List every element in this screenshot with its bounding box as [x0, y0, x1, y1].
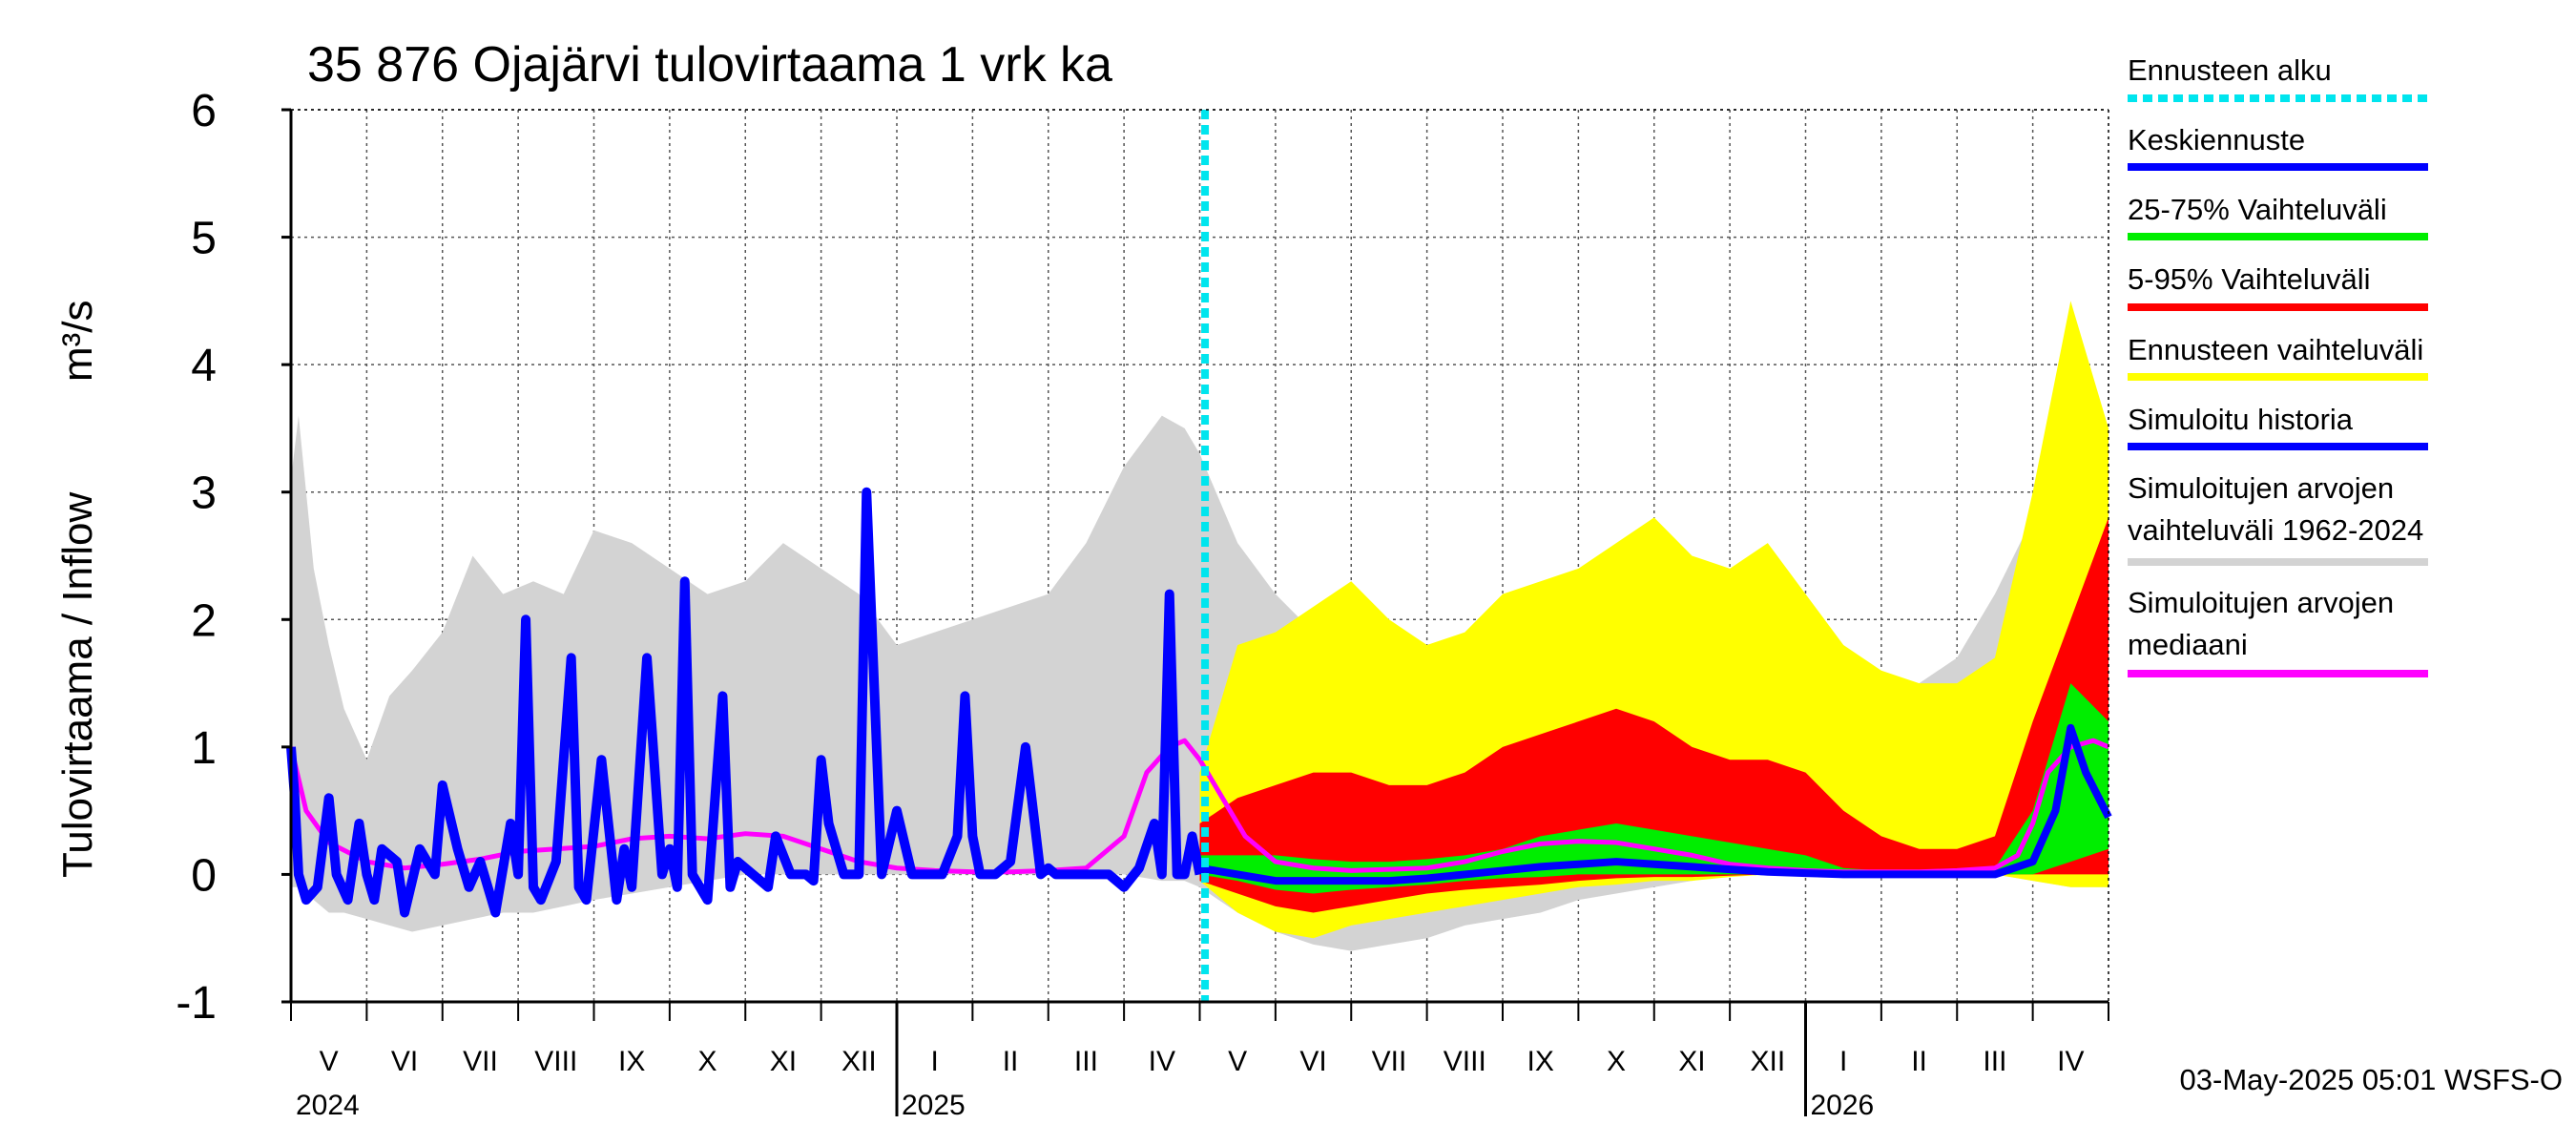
- month-label: XI: [1678, 1046, 1705, 1077]
- year-labels: 2024 2025 2026: [296, 1090, 1874, 1121]
- year-label: 2024: [296, 1090, 360, 1121]
- legend-label: Simuloitujen arvojen: [2128, 586, 2394, 619]
- year-label: 2026: [1811, 1090, 1875, 1121]
- legend-item-forecast-range: Ennusteen vaihteluväli: [2128, 333, 2428, 381]
- p5-95-band: [1199, 517, 2109, 913]
- footer-timestamp: 03-May-2025 05:01 WSFS-O: [2180, 1063, 2563, 1096]
- legend-item-p25-75: 25-75% Vaihteluväli: [2128, 193, 2428, 240]
- legend-item-simulated-history: Simuloitu historia: [2128, 403, 2428, 450]
- month-label: X: [1607, 1046, 1626, 1077]
- year-label: 2025: [902, 1090, 966, 1121]
- legend-label: Simuloitujen arvojen: [2128, 471, 2394, 505]
- y-tick-label: 2: [191, 595, 217, 646]
- y-tick-labels: 6 5 4 3 2 1 0 -1: [176, 86, 217, 1029]
- y-tick-label: 3: [191, 468, 217, 519]
- legend-label: 25-75% Vaihteluväli: [2128, 193, 2387, 226]
- y-tick-label: 0: [191, 850, 217, 901]
- month-label: II: [1911, 1046, 1927, 1077]
- month-label: VI: [391, 1046, 418, 1077]
- y-tick-label: 6: [191, 86, 217, 136]
- legend-label-line2: mediaani: [2128, 628, 2248, 661]
- legend: Ennusteen alku Keskiennuste 25-75% Vaihtel…: [2128, 53, 2428, 677]
- month-labels: V VI VII VIII IX X XI XII I II III IV V VI VII VIII IX X X…: [320, 1046, 2085, 1077]
- legend-item-historical-median: Simuloitujen arvojen mediaani: [2128, 586, 2428, 677]
- month-label: VIII: [1444, 1046, 1486, 1077]
- legend-label: 5-95% Vaihteluväli: [2128, 262, 2370, 296]
- month-label: III: [1983, 1046, 2006, 1077]
- y-tick-label: 5: [191, 214, 217, 264]
- axes: [281, 108, 2109, 1116]
- month-label: VI: [1299, 1046, 1326, 1077]
- legend-item-mean-forecast: Keskiennuste: [2128, 123, 2428, 171]
- y-axis-label: Tulovirtaama / Inflow: [54, 491, 101, 878]
- y-tick-label: 1: [191, 723, 217, 774]
- month-label: I: [931, 1046, 939, 1077]
- month-label: XI: [770, 1046, 797, 1077]
- month-label: IX: [618, 1046, 645, 1077]
- forecast-range-band: [1199, 301, 2109, 939]
- legend-label: Simuloitu historia: [2128, 403, 2354, 436]
- legend-item-p5-95: 5-95% Vaihteluväli: [2128, 262, 2428, 311]
- month-label: XII: [841, 1046, 877, 1077]
- month-label: III: [1074, 1046, 1098, 1077]
- y-axis-unit: m³/s: [54, 300, 101, 382]
- month-label: II: [1003, 1046, 1019, 1077]
- legend-label: Ennusteen vaihteluväli: [2128, 333, 2423, 366]
- month-label: IV: [2057, 1046, 2084, 1077]
- month-label: IX: [1527, 1046, 1554, 1077]
- y-tick-label: -1: [176, 978, 217, 1029]
- month-label: X: [698, 1046, 717, 1077]
- legend-label-line2: vaihteluväli 1962-2024: [2128, 513, 2423, 547]
- legend-item-forecast-start: Ennusteen alku: [2128, 53, 2428, 102]
- month-label: XII: [1750, 1046, 1785, 1077]
- month-label: VIII: [534, 1046, 577, 1077]
- month-label: VII: [1372, 1046, 1407, 1077]
- month-label: V: [320, 1046, 339, 1077]
- legend-label: Keskiennuste: [2128, 123, 2305, 156]
- mean-forecast-line: [1198, 723, 2112, 885]
- p25-75-band: [1199, 683, 2109, 894]
- chart-title: 35 876 Ojajärvi tulovirtaama 1 vrk ka: [307, 37, 1112, 93]
- legend-item-historical-range: Simuloitujen arvojen vaihteluväli 1962-20…: [2128, 471, 2428, 566]
- series-layer: [286, 110, 2112, 1002]
- y-tick-label: 4: [191, 341, 217, 391]
- month-label: V: [1228, 1046, 1247, 1077]
- simulated-history-line: [286, 487, 1205, 918]
- month-label: IV: [1149, 1046, 1175, 1077]
- legend-label: Ennusteen alku: [2128, 53, 2332, 87]
- month-label: I: [1839, 1046, 1847, 1077]
- month-label: VII: [463, 1046, 498, 1077]
